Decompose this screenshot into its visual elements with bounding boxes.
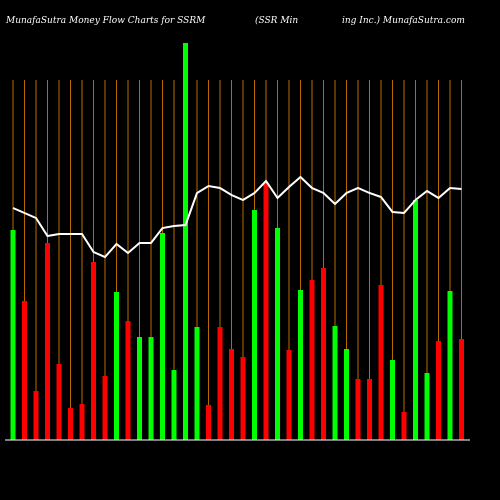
bar [275, 228, 280, 440]
bar [160, 233, 165, 440]
bar [229, 349, 234, 440]
bar [390, 360, 395, 440]
bar [321, 268, 326, 440]
bar [378, 285, 384, 440]
bar [206, 405, 211, 440]
bar [125, 321, 131, 440]
bar [217, 327, 223, 440]
bar [68, 408, 73, 440]
bar [332, 326, 338, 440]
bar [56, 364, 62, 440]
bar [459, 339, 464, 440]
bar [309, 280, 315, 440]
bar [263, 184, 269, 440]
bar [79, 404, 85, 440]
bar [355, 379, 361, 440]
chart-title: MunafaSutra Money Flow Charts for SSRM [5, 16, 206, 26]
bar [401, 412, 407, 440]
bar [367, 379, 372, 440]
bar [298, 290, 303, 440]
bar [194, 327, 200, 440]
bar [137, 337, 142, 440]
bar [22, 301, 27, 440]
bar [286, 350, 292, 440]
bar [10, 230, 16, 440]
bar [45, 243, 50, 440]
bar [114, 292, 119, 440]
chart-subtitle: (SSR Min [255, 15, 298, 26]
bar [148, 337, 154, 440]
bar [102, 376, 108, 440]
bar [413, 200, 418, 440]
bar [240, 357, 246, 440]
bar [424, 373, 430, 440]
money-flow-line [12, 175, 462, 259]
bar [447, 291, 453, 440]
bar [436, 341, 441, 440]
bar [171, 370, 177, 440]
bar [252, 210, 257, 440]
bar [91, 262, 96, 440]
chart-subtitle: ing Inc.) MunafaSutra.com [342, 15, 465, 26]
bar [183, 43, 188, 440]
bar [344, 349, 349, 440]
bar [33, 391, 39, 440]
